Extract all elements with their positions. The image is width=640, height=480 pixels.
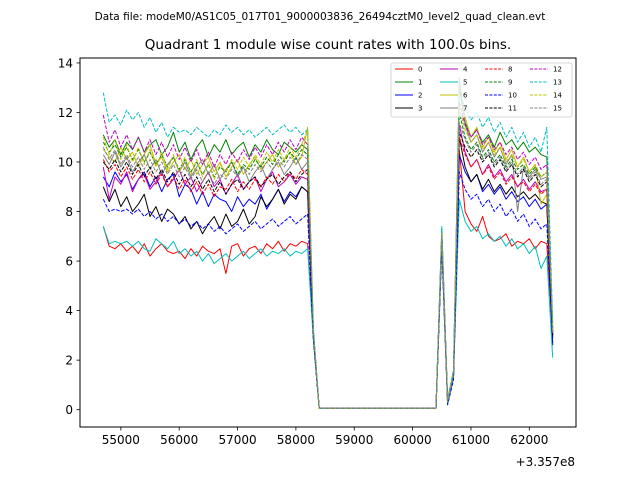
y-axis: 0 2 4 6 8 10 12 14 — [58, 56, 80, 417]
legend-label-12: 12 — [553, 66, 562, 74]
plot-area — [80, 58, 576, 427]
legend-label-8: 8 — [508, 66, 512, 74]
y-tick-label: 0 — [65, 403, 73, 417]
legend-label-14: 14 — [553, 92, 562, 100]
y-tick-label: 8 — [65, 205, 73, 219]
y-tick-label: 14 — [58, 56, 73, 70]
x-tick-label: 57000 — [218, 433, 256, 447]
y-tick-label: 12 — [58, 106, 73, 120]
y-tick-label: 2 — [65, 353, 73, 367]
y-tick-label: 4 — [65, 304, 73, 318]
legend-label-5: 5 — [463, 79, 467, 87]
legend-label-0: 0 — [418, 66, 422, 74]
series-line-15 — [102, 121, 554, 409]
legend-label-3: 3 — [418, 105, 422, 113]
x-tick-label: 58000 — [277, 433, 315, 447]
y-tick-label: 6 — [65, 254, 73, 268]
legend-label-13: 13 — [553, 79, 562, 87]
legend-label-2: 2 — [418, 92, 422, 100]
x-tick-label: 60000 — [394, 433, 432, 447]
chart-title: Quadrant 1 module wise count rates with … — [145, 37, 511, 53]
legend-label-6: 6 — [463, 92, 468, 100]
legend-label-4: 4 — [463, 66, 468, 74]
y-tick-label: 10 — [58, 155, 73, 169]
legend-label-11: 11 — [508, 105, 517, 113]
x-tick-label: 61000 — [452, 433, 490, 447]
legend-label-10: 10 — [508, 92, 517, 100]
x-tick-label: 55000 — [102, 433, 140, 447]
series-layer — [102, 77, 554, 409]
legend-label-9: 9 — [508, 79, 512, 87]
data-file-label: Data file: modeM0/AS1C05_017T01_90000038… — [95, 11, 546, 23]
legend-label-7: 7 — [463, 105, 467, 113]
x-tick-label: 59000 — [335, 433, 373, 447]
legend-label-1: 1 — [418, 79, 422, 87]
legend-label-15: 15 — [553, 105, 562, 113]
legend-box — [390, 62, 573, 118]
x-tick-label: 56000 — [160, 433, 198, 447]
x-axis: 55000 56000 57000 58000 59000 60000 61000 62000 — [102, 427, 548, 447]
x-offset-label: +3.357e8 — [516, 455, 575, 469]
x-tick-label: 62000 — [510, 433, 548, 447]
axes-frame — [79, 57, 577, 428]
